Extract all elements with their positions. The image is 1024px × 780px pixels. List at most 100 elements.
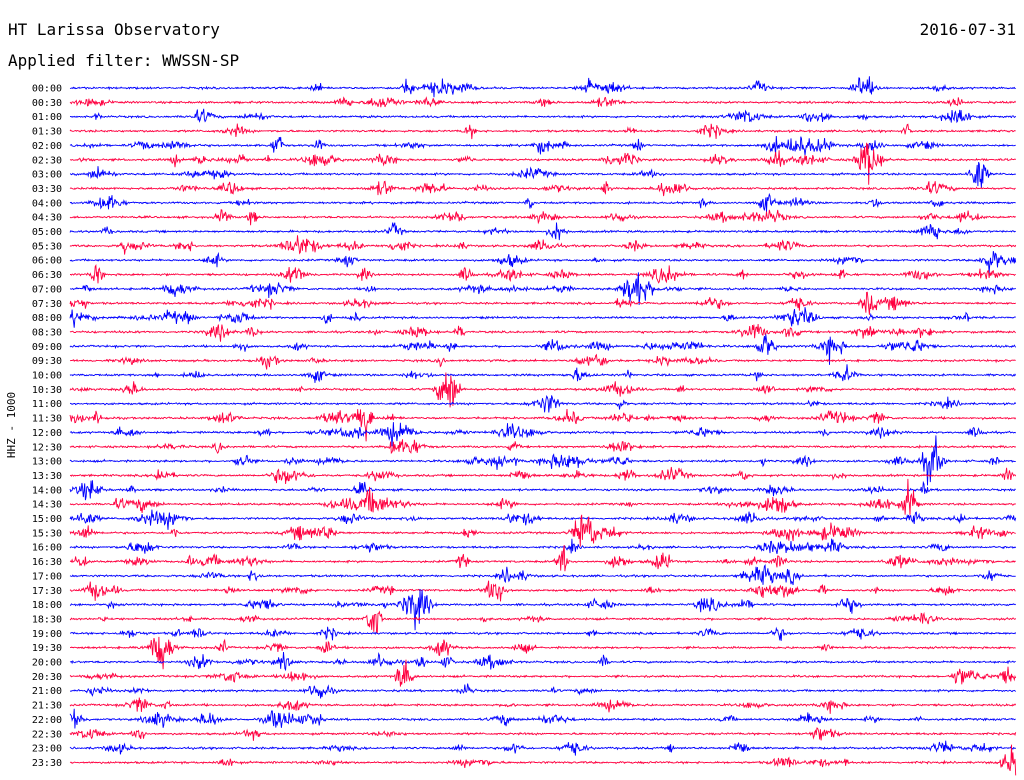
row-time-label: 03:00 (32, 170, 62, 181)
row-time-label: 05:00 (32, 227, 62, 238)
station-title: HT Larissa Observatory (8, 20, 220, 39)
row-time-label: 21:30 (32, 701, 62, 712)
row-time-label: 14:00 (32, 485, 62, 496)
seismic-trace-1000 (69, 364, 1017, 383)
seismic-trace-0900 (69, 334, 1017, 365)
row-time-label: 16:30 (32, 557, 62, 568)
seismic-trace-1200 (69, 422, 1017, 447)
row-time-label: 18:00 (32, 600, 62, 611)
seismic-trace-1730 (69, 580, 1016, 602)
row-time-label: 09:00 (32, 342, 62, 353)
seismic-trace-2300 (69, 740, 1016, 756)
seismic-trace-0930 (69, 353, 1016, 370)
row-time-label: 10:00 (32, 371, 62, 382)
row-time-label: 12:00 (32, 428, 62, 439)
seismic-trace-0530 (69, 235, 1017, 255)
seismic-trace-1530 (69, 514, 1016, 547)
seismic-trace-0400 (69, 192, 1016, 213)
row-time-label: 16:00 (32, 543, 62, 554)
seismic-trace-2000 (69, 651, 1016, 672)
seismic-trace-1100 (69, 394, 1017, 413)
seismic-trace-0030 (69, 96, 1017, 108)
row-time-label: 22:00 (32, 715, 62, 726)
y-axis-label: HHZ - 1000 (5, 392, 18, 458)
row-time-label: 00:00 (32, 84, 62, 95)
row-time-label: 09:30 (32, 356, 62, 367)
seismic-trace-1130 (69, 408, 1017, 442)
seismic-trace-0300 (69, 161, 1016, 189)
row-time-label: 21:00 (32, 686, 62, 697)
row-time-label: 23:30 (32, 758, 62, 769)
row-time-label: 04:30 (32, 213, 62, 224)
seismic-trace-1400 (69, 480, 1016, 501)
seismic-trace-0330 (69, 180, 1016, 197)
seismic-trace-2100 (69, 683, 1016, 699)
seismic-trace-0500 (69, 222, 1016, 241)
seismic-trace-0100 (69, 108, 1017, 124)
row-time-label: 17:30 (32, 586, 62, 597)
row-time-label: 18:30 (32, 614, 62, 625)
seismic-trace-1930 (70, 636, 1016, 670)
row-time-label: 06:30 (32, 270, 62, 281)
seismic-trace-1630 (69, 545, 1016, 572)
seismic-trace-0730 (69, 291, 1016, 315)
filter-label: Applied filter: WWSSN-SP (8, 51, 240, 70)
row-time-label: 14:30 (32, 500, 62, 511)
row-time-label: 13:30 (32, 471, 62, 482)
row-time-label: 11:30 (32, 414, 62, 425)
seismic-trace-1300 (69, 435, 1016, 486)
seismic-trace-1700 (69, 563, 1016, 586)
seismic-trace-1900 (69, 626, 1017, 641)
row-time-label: 08:30 (32, 327, 62, 338)
row-time-label: 01:00 (32, 112, 62, 123)
seismic-trace-1800 (69, 588, 1016, 631)
seismic-trace-1330 (69, 466, 1017, 485)
row-time-label: 23:00 (32, 744, 62, 755)
row-time-label: 06:00 (32, 256, 62, 267)
seismic-trace-0230 (69, 142, 1016, 185)
row-time-label: 03:30 (32, 184, 62, 195)
row-time-label: 17:00 (32, 571, 62, 582)
seismic-trace-1230 (69, 439, 1017, 455)
row-time-label: 07:30 (32, 299, 62, 310)
row-time-label: 22:30 (32, 729, 62, 740)
row-time-label: 15:00 (32, 514, 62, 525)
row-time-label: 20:30 (32, 672, 62, 683)
seismic-trace-0130 (69, 123, 1016, 140)
seismic-trace-1500 (69, 509, 1017, 530)
row-time-label: 10:30 (32, 385, 62, 396)
seismic-trace-1030 (69, 372, 1016, 408)
row-time-label: 13:00 (32, 457, 62, 468)
row-time-label: 05:30 (32, 241, 62, 252)
row-time-label: 20:00 (32, 658, 62, 669)
seismic-trace-0200 (69, 135, 1016, 156)
seismic-trace-2130 (69, 697, 1017, 714)
seismic-trace-2200 (69, 708, 1016, 729)
row-time-label: 12:30 (32, 442, 62, 453)
seismic-trace-1600 (69, 538, 1017, 555)
row-time-label: 00:30 (32, 98, 62, 109)
date-label: 2016-07-31 (919, 20, 1016, 39)
row-time-label: 02:30 (32, 155, 62, 166)
row-time-label: 19:00 (32, 629, 62, 640)
seismic-trace-2330 (69, 744, 1017, 776)
seismic-trace-0830 (69, 323, 1016, 342)
seismic-trace-0800 (69, 307, 1016, 328)
row-time-label: 01:30 (32, 127, 62, 138)
seismic-trace-1830 (69, 610, 1017, 634)
seismic-trace-0600 (69, 250, 1017, 274)
seismic-trace-2230 (69, 727, 1017, 741)
seismic-trace-0700 (69, 272, 1016, 305)
seismic-trace-0630 (70, 263, 1016, 284)
row-time-label: 04:00 (32, 198, 62, 209)
trace-group (69, 76, 1017, 776)
time-label-group: 00:00 00:30 01:00 01:30 02:00 02:30 03:00 03:30… (32, 84, 62, 769)
seismic-trace-0430 (69, 209, 1016, 226)
seismic-trace-0000 (69, 76, 1016, 98)
row-time-label: 15:30 (32, 528, 62, 539)
row-time-label: 07:00 (32, 284, 62, 295)
seismic-trace-2030 (69, 659, 1017, 687)
seismic-trace-1430 (69, 478, 1016, 515)
row-time-label: 02:00 (32, 141, 62, 152)
